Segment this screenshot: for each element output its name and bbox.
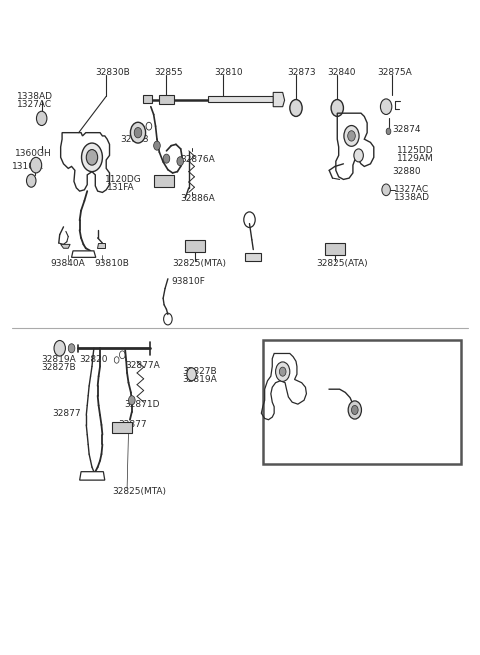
Circle shape: [36, 111, 47, 126]
Text: 32877: 32877: [53, 409, 81, 419]
Circle shape: [354, 149, 363, 162]
Circle shape: [26, 174, 36, 187]
Text: 32825(MTA): 32825(MTA): [112, 487, 166, 496]
Text: 32830B: 32830B: [348, 378, 383, 387]
Text: 32877A: 32877A: [125, 361, 160, 369]
Bar: [263, 341, 461, 464]
Text: 32873: 32873: [288, 67, 316, 77]
Text: 1338AD: 1338AD: [17, 92, 53, 102]
Text: 32825(MTA): 32825(MTA): [173, 259, 227, 269]
Circle shape: [129, 396, 135, 405]
Text: 1310JA: 1310JA: [12, 162, 44, 171]
Text: 32880: 32880: [392, 167, 420, 176]
Text: 93810B: 93810B: [343, 428, 378, 437]
Circle shape: [134, 128, 142, 138]
Text: 32871D: 32871D: [124, 400, 160, 409]
Text: 32840: 32840: [328, 67, 356, 77]
Circle shape: [154, 141, 160, 150]
Text: 32830B: 32830B: [96, 67, 130, 77]
Circle shape: [276, 362, 290, 381]
Polygon shape: [72, 251, 96, 257]
Polygon shape: [60, 244, 70, 248]
Circle shape: [30, 157, 42, 173]
Polygon shape: [159, 95, 174, 104]
Text: 1360GH: 1360GH: [14, 149, 51, 158]
Circle shape: [163, 154, 170, 163]
Polygon shape: [143, 95, 152, 103]
Polygon shape: [245, 253, 261, 261]
Circle shape: [331, 100, 343, 117]
Circle shape: [86, 149, 97, 165]
Text: 1327AC: 1327AC: [394, 185, 429, 194]
Circle shape: [187, 367, 196, 381]
Text: 32873: 32873: [120, 135, 149, 143]
Text: 1125DD: 1125DD: [396, 145, 433, 155]
Text: 1129AM: 1129AM: [396, 154, 433, 163]
Circle shape: [177, 157, 183, 166]
Polygon shape: [112, 422, 132, 434]
Circle shape: [386, 128, 391, 135]
Circle shape: [348, 401, 361, 419]
Circle shape: [382, 184, 390, 196]
Text: 32827B: 32827B: [182, 367, 217, 376]
Circle shape: [131, 122, 145, 143]
Text: 32825(ATA): 32825(ATA): [316, 259, 368, 269]
Text: (ATA): (ATA): [292, 349, 315, 358]
Polygon shape: [185, 240, 205, 252]
Circle shape: [381, 99, 392, 115]
Text: 32855: 32855: [155, 67, 183, 77]
Text: 93810F: 93810F: [171, 277, 205, 286]
Text: 32875A: 32875A: [378, 67, 412, 77]
Polygon shape: [96, 243, 105, 248]
Text: 32819A: 32819A: [182, 375, 217, 384]
Circle shape: [279, 367, 286, 376]
Polygon shape: [273, 92, 285, 107]
Text: 32820: 32820: [80, 356, 108, 364]
Circle shape: [351, 405, 358, 415]
Text: 32827B: 32827B: [42, 364, 76, 372]
Text: (ATA): (ATA): [268, 347, 294, 357]
Circle shape: [54, 341, 65, 356]
Text: 131FA: 131FA: [107, 183, 135, 193]
Text: 32810: 32810: [214, 67, 242, 77]
Text: 32876A: 32876A: [180, 155, 216, 164]
Text: 32874: 32874: [392, 125, 420, 134]
Text: 1120DG: 1120DG: [105, 175, 142, 184]
Text: 93810B: 93810B: [95, 259, 129, 269]
Circle shape: [348, 131, 355, 141]
Circle shape: [344, 126, 359, 146]
Circle shape: [82, 143, 102, 172]
Text: 32886A: 32886A: [180, 195, 216, 204]
Polygon shape: [154, 175, 174, 187]
Text: 1327AC: 1327AC: [17, 100, 52, 109]
Polygon shape: [208, 96, 273, 102]
Text: 32819A: 32819A: [42, 356, 76, 364]
Circle shape: [68, 344, 75, 353]
Text: 1338AD: 1338AD: [394, 193, 430, 202]
Circle shape: [290, 100, 302, 117]
Polygon shape: [325, 243, 345, 255]
Text: 32877: 32877: [118, 421, 147, 430]
Text: 93840A: 93840A: [50, 259, 85, 269]
Polygon shape: [80, 472, 105, 480]
